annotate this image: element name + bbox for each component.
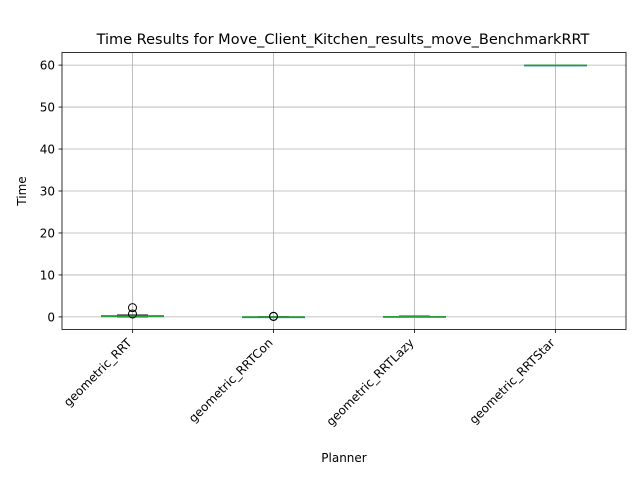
y-axis-label: Time bbox=[15, 176, 29, 206]
y-tick-label: 10 bbox=[40, 268, 55, 282]
x-tick-label: geometric_RRT bbox=[61, 335, 135, 409]
grid-layer bbox=[62, 52, 626, 330]
y-tick-label: 0 bbox=[47, 310, 55, 324]
y-tick-label: 30 bbox=[40, 185, 55, 199]
box-geometric_RRTCon bbox=[242, 311, 305, 321]
outlier-point bbox=[128, 303, 137, 313]
y-tick-label: 60 bbox=[40, 59, 55, 73]
box-geometric_RRTStar bbox=[524, 64, 587, 67]
tick-layer: 0 10 20 30 40 50 60 geometric_RRT geometric_RRTC… bbox=[40, 59, 558, 429]
x-tick-label: geometric_RRTStar bbox=[467, 336, 558, 427]
x-axis-label: Planner bbox=[321, 451, 367, 465]
outlier-point bbox=[269, 311, 278, 321]
y-tick-label: 40 bbox=[40, 143, 55, 157]
chart-title: Time Results for Move_Client_Kitchen_res… bbox=[96, 32, 590, 48]
outlier-point bbox=[128, 309, 137, 319]
x-tick-label: geometric_RRTLazy bbox=[324, 336, 417, 429]
box-geometric_RRT bbox=[101, 303, 164, 319]
box-layer bbox=[101, 64, 587, 321]
box-geometric_RRTLazy bbox=[383, 315, 446, 318]
x-tick-label: geometric_RRTCon bbox=[186, 336, 276, 426]
y-tick-label: 50 bbox=[40, 101, 55, 115]
y-tick-label: 20 bbox=[40, 226, 55, 240]
